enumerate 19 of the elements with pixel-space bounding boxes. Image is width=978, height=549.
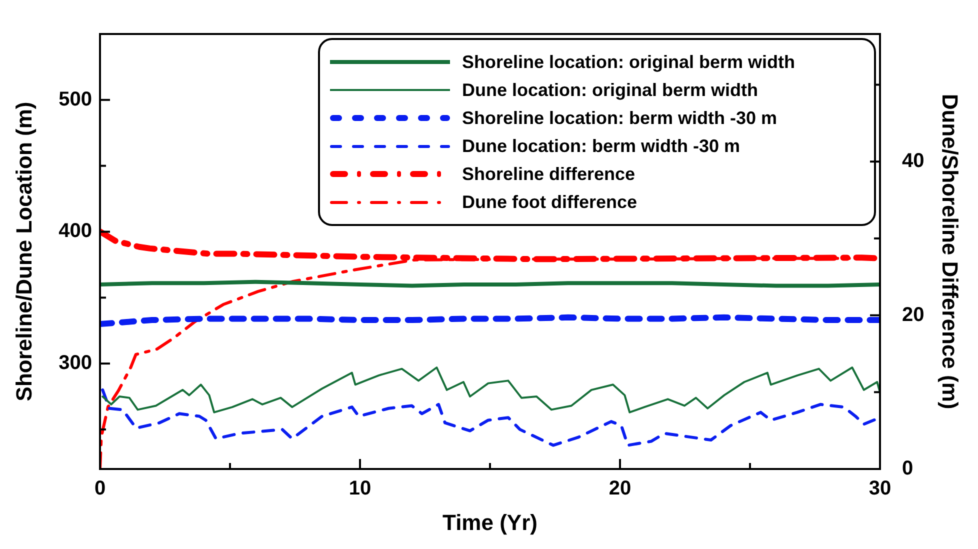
y2-tick-label: 0 <box>902 458 914 480</box>
legend-label: Dune foot difference <box>462 192 638 212</box>
x-tick-label: 30 <box>868 478 892 500</box>
y-tick-label: 400 <box>58 220 92 242</box>
x-tick-label: 0 <box>94 478 106 500</box>
y2-tick-label: 20 <box>902 304 924 326</box>
legend-label: Shoreline location: original berm width <box>462 52 796 72</box>
y-tick-label: 300 <box>58 352 92 374</box>
legend-label: Shoreline location: berm width -30 m <box>462 108 778 128</box>
x-axis-title: Time (Yr) <box>442 510 538 535</box>
x-tick-label: 20 <box>608 478 632 500</box>
y-axis-title: Shoreline/Dune Location (m) <box>11 102 36 402</box>
legend-label: Shoreline difference <box>462 164 636 184</box>
x-tick-label: 10 <box>348 478 372 500</box>
legend-label: Dune location: original berm width <box>462 80 758 100</box>
y-tick-label: 500 <box>58 88 92 110</box>
y2-tick-label: 40 <box>902 150 924 172</box>
y2-axis-title: Dune/Shoreline Difference (m) <box>938 94 963 410</box>
legend-label: Dune location: berm width -30 m <box>462 136 740 156</box>
